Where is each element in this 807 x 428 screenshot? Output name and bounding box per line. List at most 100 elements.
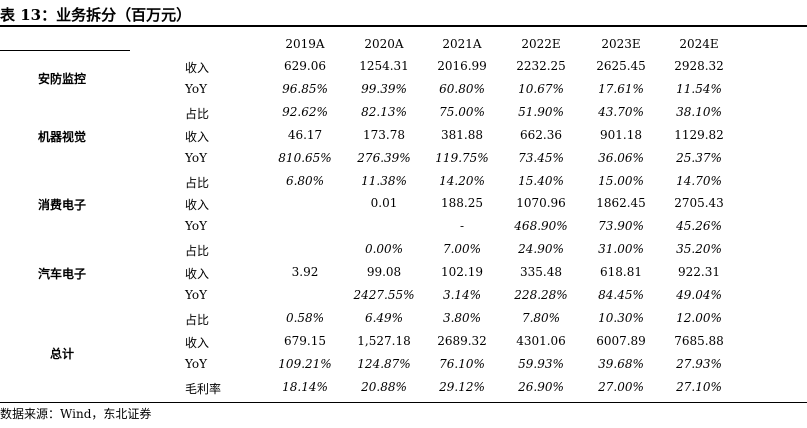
table-cell: 73.45% (518, 150, 564, 165)
column-header-2020a: 2020A (364, 37, 404, 51)
table-cell: 901.18 (600, 127, 642, 142)
table-cell: 49.04% (676, 288, 722, 302)
metric-label: YoY (185, 219, 208, 234)
column-header-2019a: 2019A (285, 37, 325, 51)
bottom-rule (0, 402, 807, 403)
table-cell: 11.54% (676, 81, 722, 96)
table-cell: 11.38% (361, 173, 407, 188)
metric-label: 收入 (185, 335, 210, 350)
table-cell: 0.00% (364, 242, 404, 257)
table-cell: 2427.55% (353, 288, 415, 302)
metric-label: 毛利率 (185, 381, 222, 396)
table-cell: - (459, 219, 465, 234)
table-cell: 12.00% (676, 310, 722, 325)
table-cell: 27.00% (598, 379, 644, 394)
table-cell: 2928.32 (674, 59, 724, 73)
table-cell: 25.37% (676, 150, 722, 165)
table-cell: 618.81 (600, 265, 642, 280)
table-cell: 10.30% (598, 310, 644, 325)
table-cell: 3.80% (442, 310, 482, 325)
table-cell: 188.25 (441, 196, 483, 211)
table-cell: 39.68% (598, 356, 644, 371)
table-cell: 2705.43 (674, 196, 724, 211)
table-cell: 629.06 (284, 59, 326, 73)
table-cell: 99.08 (366, 265, 402, 280)
table-cell: 6007.89 (596, 333, 646, 348)
table-cell: 14.70% (676, 173, 722, 188)
table-cell: 679.15 (284, 333, 326, 348)
table-cell: 1862.45 (596, 196, 646, 211)
column-header-2024e: 2024E (679, 37, 719, 51)
table-cell: 1,527.18 (357, 333, 411, 348)
table-cell: 26.90% (518, 379, 564, 394)
table-cell: 6.80% (285, 173, 325, 188)
metric-label: 收入 (185, 61, 210, 75)
table-cell: 20.88% (361, 379, 407, 394)
table-cell: 17.61% (598, 81, 644, 96)
table-cell: 60.80% (439, 81, 485, 96)
table-cell: 92.62% (282, 104, 328, 119)
table-cell: 109.21% (278, 356, 332, 371)
table-cell: 18.14% (282, 379, 328, 394)
segment-label: 消费电子 (37, 198, 86, 213)
metric-label: 占比 (185, 244, 210, 259)
table-cell: 59.93% (518, 356, 564, 371)
table-cell: 27.10% (676, 379, 722, 394)
metric-label: YoY (185, 81, 208, 96)
table-cell: 2232.25 (516, 59, 566, 73)
table-cell: 24.90% (518, 242, 564, 257)
table-cell: 276.39% (357, 150, 411, 165)
column-header-2022e: 2022E (521, 37, 561, 51)
metric-label: YoY (185, 356, 208, 371)
table-cell: 1129.82 (674, 127, 724, 142)
metric-label: 收入 (185, 198, 210, 213)
segment-label: 总计 (49, 347, 74, 362)
segment-label: 机器视觉 (37, 129, 86, 144)
table-cell: 2016.99 (437, 59, 487, 73)
table-cell: 124.87% (357, 356, 411, 371)
table-cell: 27.93% (676, 356, 722, 371)
source-note: 数据来源：Wind，东北证券 (0, 407, 152, 421)
table-cell: 10.67% (518, 81, 564, 96)
table-cell: 1254.31 (359, 59, 409, 73)
table-cell: 99.39% (361, 81, 407, 96)
metric-label: 占比 (185, 175, 210, 190)
table-cell: 3.14% (442, 288, 482, 302)
table-cell: 7.80% (521, 310, 561, 325)
metric-label: 占比 (185, 106, 210, 121)
table-cell: 119.75% (435, 150, 489, 165)
table-cell: 102.19 (441, 265, 483, 280)
table-cell: 15.40% (518, 173, 564, 188)
metric-label: 收入 (185, 129, 210, 144)
metric-label: YoY (185, 150, 208, 165)
table-cell: 3.92 (291, 265, 319, 280)
table-cell: 7685.88 (674, 333, 724, 348)
table-title: 表 13：业务拆分（百万元） (0, 6, 192, 24)
segment-label: 汽车电子 (37, 267, 86, 282)
metric-label: YoY (185, 288, 208, 302)
table-cell: 922.31 (678, 265, 720, 280)
table-cell: 46.17 (287, 127, 323, 142)
table-cell: 84.45% (598, 288, 644, 302)
table-cell: 662.36 (520, 127, 562, 142)
column-header-2021a: 2021A (442, 37, 482, 51)
table-cell: 468.90% (514, 219, 568, 234)
table-cell: 96.85% (282, 81, 328, 96)
metric-label: 占比 (185, 312, 210, 327)
table-cell: 15.00% (598, 173, 644, 188)
metric-label: 收入 (185, 267, 210, 282)
table-cell: 2625.45 (596, 59, 646, 73)
table-cell: 14.20% (439, 173, 485, 188)
column-header-2023e: 2023E (601, 37, 641, 51)
table-cell: 173.78 (363, 127, 405, 142)
table-cell: 7.00% (442, 242, 482, 257)
table-cell: 51.90% (518, 104, 564, 119)
table-cell: 76.10% (439, 356, 485, 371)
table-cell: 31.00% (598, 242, 644, 257)
table-cell: 29.12% (439, 379, 485, 394)
table-cell: 810.65% (278, 150, 332, 165)
table-cell: 36.06% (598, 150, 644, 165)
table-cell: 4301.06 (516, 333, 566, 348)
table-cell: 6.49% (364, 310, 404, 325)
table-cell: 2689.32 (437, 333, 487, 348)
